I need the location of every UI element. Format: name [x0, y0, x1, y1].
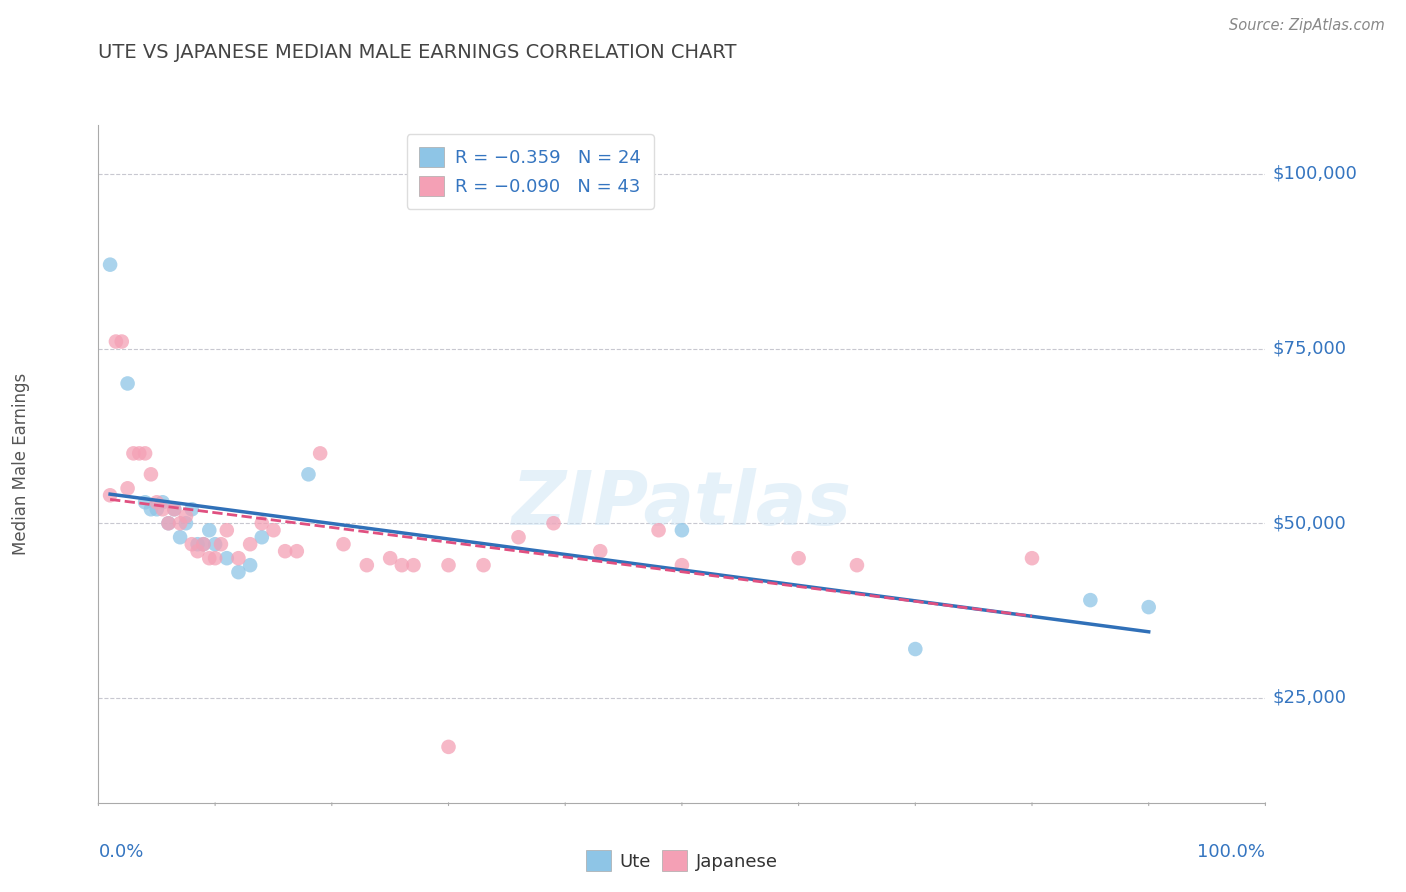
Point [671, 558, 693, 573]
Point [152, 495, 174, 509]
Text: UTE VS JAPANESE MEDIAN MALE EARNINGS CORRELATION CHART: UTE VS JAPANESE MEDIAN MALE EARNINGS COR… [98, 44, 737, 62]
Text: ZIPatlas: ZIPatlas [512, 468, 852, 541]
Point [543, 516, 565, 531]
Point [215, 523, 238, 537]
Text: 0.0%: 0.0% [98, 843, 143, 861]
Point [647, 523, 669, 537]
Point [589, 544, 612, 558]
Point [285, 544, 308, 558]
Point [239, 558, 262, 573]
Legend: Ute, Japanese: Ute, Japanese [575, 839, 789, 882]
Point [228, 551, 250, 566]
Point [104, 334, 127, 349]
Point [146, 502, 169, 516]
Point [228, 565, 250, 579]
Point [356, 558, 378, 573]
Point [122, 446, 145, 460]
Point [139, 502, 162, 516]
Point [378, 551, 402, 566]
Point [193, 537, 215, 551]
Point [98, 488, 121, 502]
Point [174, 509, 197, 524]
Point [402, 558, 425, 573]
Point [250, 516, 273, 531]
Point [139, 467, 162, 482]
Text: $25,000: $25,000 [1272, 689, 1347, 707]
Text: Source: ZipAtlas.com: Source: ZipAtlas.com [1229, 18, 1385, 33]
Point [193, 537, 215, 551]
Text: 100.0%: 100.0% [1198, 843, 1265, 861]
Point [274, 544, 297, 558]
Point [904, 642, 927, 657]
Point [157, 516, 180, 531]
Point [169, 530, 191, 544]
Point [215, 551, 238, 566]
Point [845, 558, 868, 573]
Point [163, 502, 186, 516]
Point [198, 551, 221, 566]
Point [117, 481, 139, 495]
Point [209, 537, 232, 551]
Point [250, 530, 273, 544]
Point [180, 537, 202, 551]
Point [117, 376, 139, 391]
Point [174, 516, 197, 531]
Point [297, 467, 319, 482]
Point [1021, 551, 1043, 566]
Point [508, 530, 530, 544]
Point [157, 516, 180, 531]
Point [134, 495, 156, 509]
Point [111, 334, 134, 349]
Point [262, 523, 284, 537]
Point [163, 502, 186, 516]
Text: $50,000: $50,000 [1272, 515, 1346, 533]
Text: Median Male Earnings: Median Male Earnings [13, 373, 30, 555]
Text: $100,000: $100,000 [1272, 165, 1357, 183]
Point [98, 258, 121, 272]
Point [309, 446, 332, 460]
Point [146, 495, 169, 509]
Point [332, 537, 354, 551]
Point [134, 446, 156, 460]
Point [1080, 593, 1102, 607]
Point [169, 516, 191, 531]
Point [152, 502, 174, 516]
Point [671, 523, 693, 537]
Point [204, 551, 226, 566]
Point [787, 551, 810, 566]
Point [198, 523, 221, 537]
Point [187, 544, 209, 558]
Point [472, 558, 495, 573]
Point [180, 502, 202, 516]
Point [1137, 600, 1160, 615]
Text: $75,000: $75,000 [1272, 340, 1347, 358]
Point [128, 446, 150, 460]
Point [391, 558, 413, 573]
Point [187, 537, 209, 551]
Point [437, 739, 460, 754]
Point [204, 537, 226, 551]
Point [239, 537, 262, 551]
Point [437, 558, 460, 573]
